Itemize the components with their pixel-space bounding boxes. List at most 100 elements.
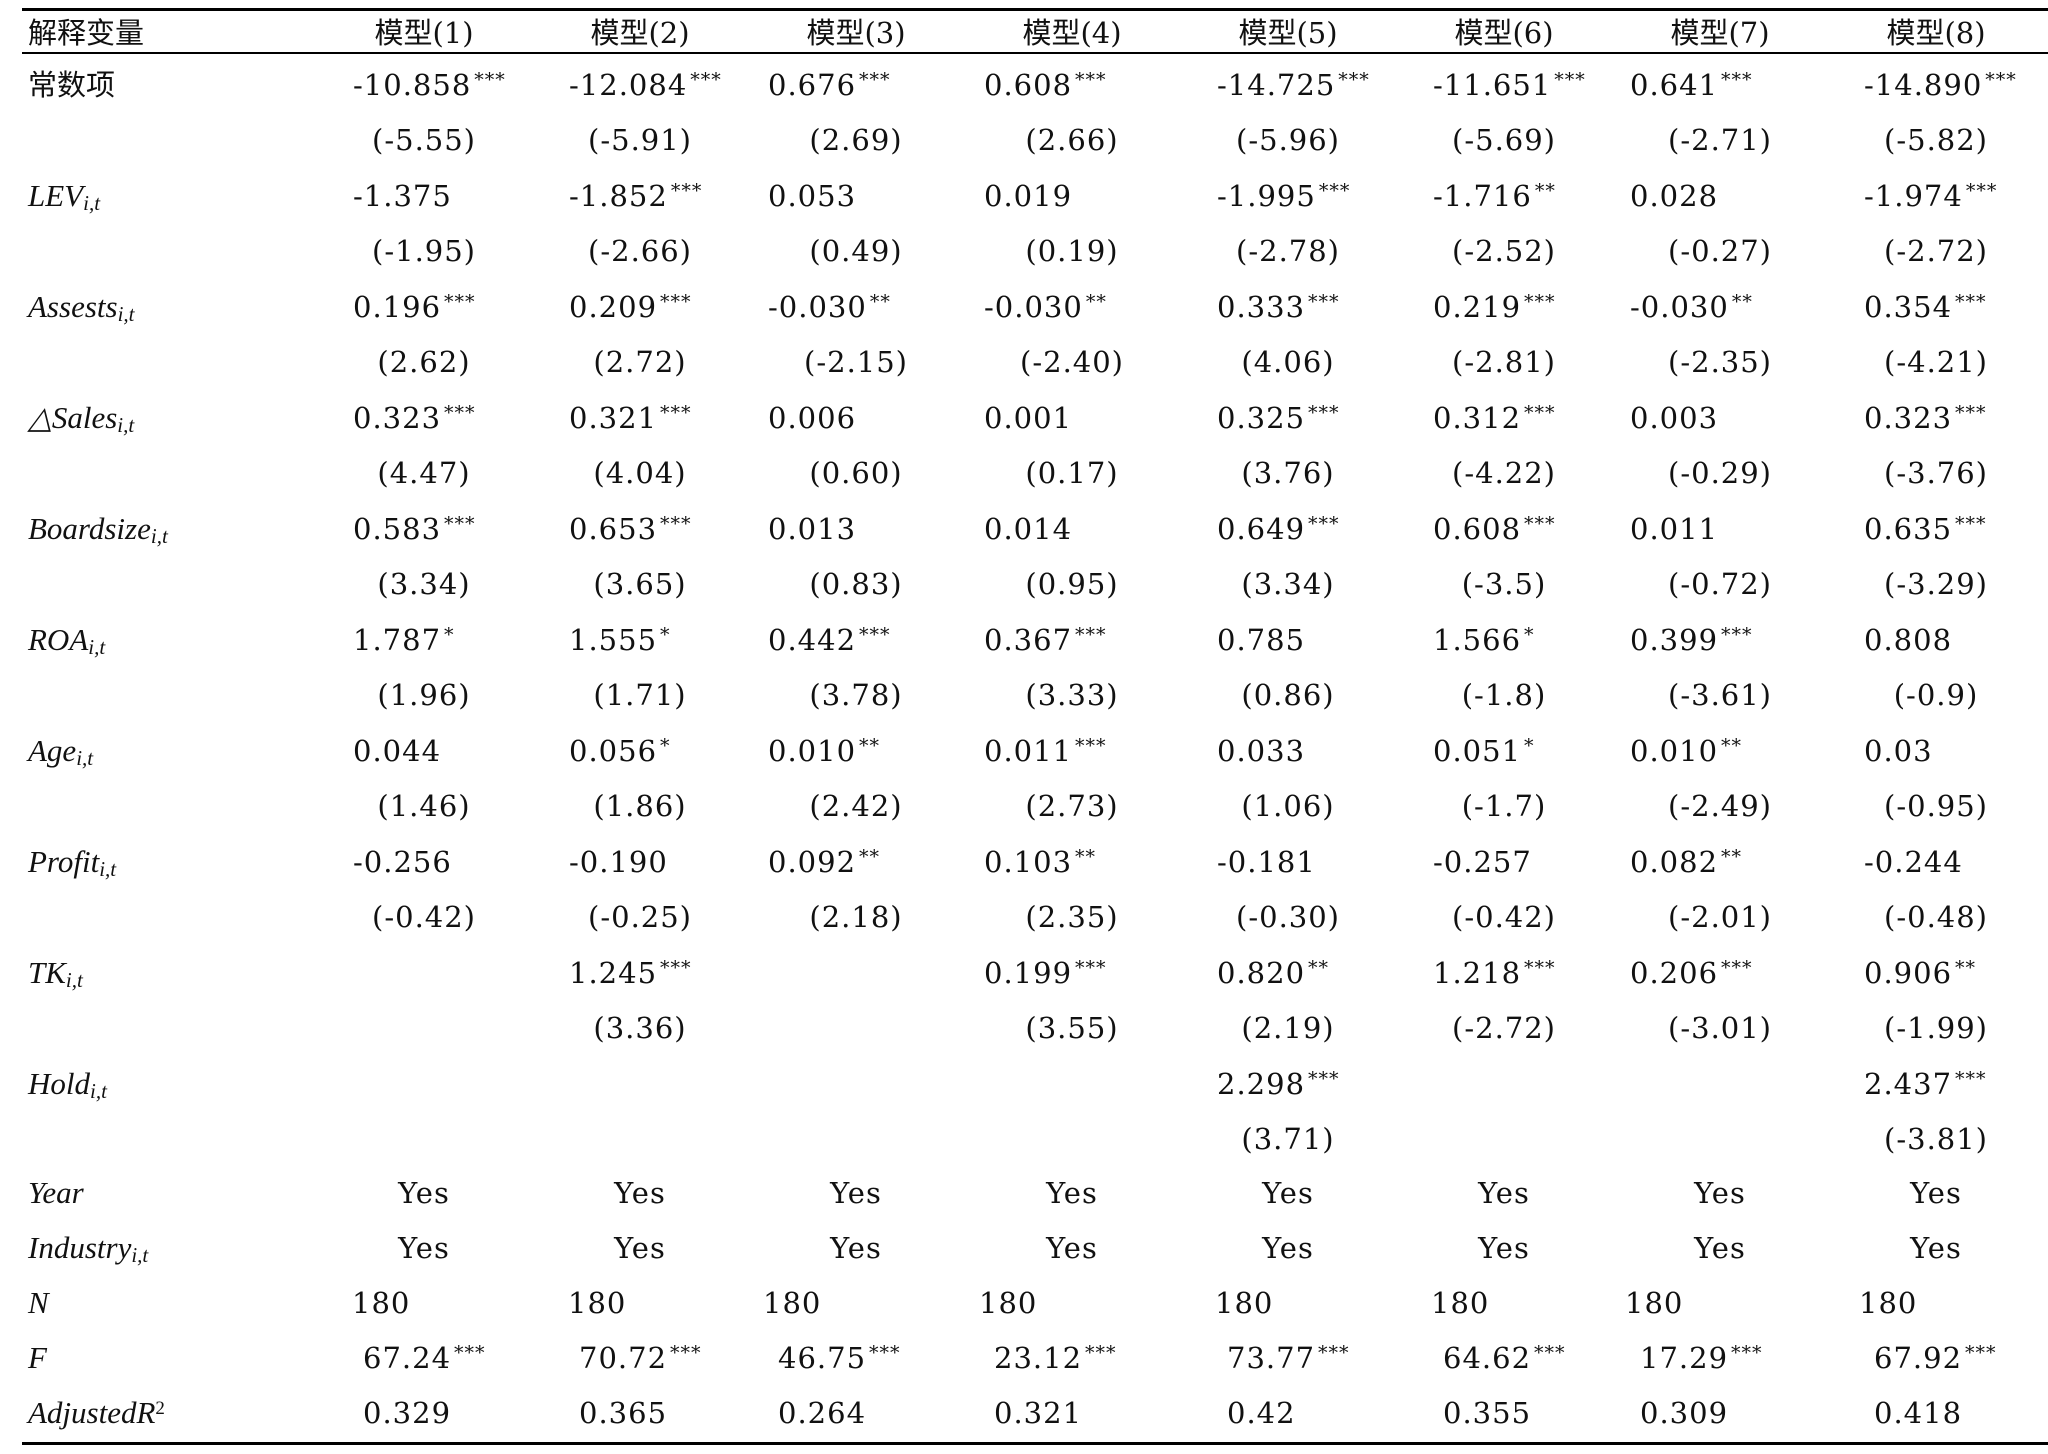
header-model-4: 模型(4): [1022, 16, 1122, 50]
header-model-1: 模型(1): [374, 16, 474, 50]
coefficient-cell: -10.858 ***: [353, 66, 553, 104]
coefficient-value: -0.030: [1630, 290, 1729, 324]
coefficient-value: 0.028: [1630, 179, 1719, 213]
significance-stars: *: [1524, 735, 1535, 757]
row-label: 常数项: [28, 66, 115, 104]
coefficient-cell: 0.785: [1217, 621, 1417, 659]
significance-stars: ***: [1524, 513, 1556, 535]
footer-value: 180: [763, 1284, 821, 1322]
footer-number: Yes: [830, 1231, 882, 1265]
coefficient-value: 0.635: [1864, 512, 1953, 546]
footer-value: 180: [1859, 1284, 1917, 1322]
coefficient-value: -0.257: [1433, 845, 1532, 879]
t-stat-cell: (-0.42): [372, 900, 476, 934]
t-stat-cell: (-3.76): [1884, 456, 1988, 490]
footer-number: 180: [1625, 1286, 1684, 1320]
coefficient-cell: 0.312 ***: [1433, 399, 1633, 437]
t-stat-cell: (0.60): [809, 456, 903, 490]
footer-label: AdjustedR2: [28, 1394, 165, 1432]
variable-subscript: i,t: [88, 635, 106, 659]
coefficient-cell: 0.019: [984, 177, 1184, 215]
coefficient-cell: 0.092 **: [768, 843, 968, 881]
coefficient-cell: 0.906 **: [1864, 954, 2048, 992]
row-label: Holdi,t: [28, 1065, 107, 1106]
footer-number: 0.355: [1443, 1396, 1532, 1430]
footer-number: Yes: [1910, 1176, 1962, 1210]
variable-subscript: i,t: [90, 1079, 107, 1103]
coefficient-cell: 0.321 ***: [569, 399, 769, 437]
footer-value: 180: [352, 1284, 410, 1322]
coefficient-cell: 0.676 ***: [768, 66, 968, 104]
footer-number: 180: [1215, 1286, 1274, 1320]
t-stat-cell: (-1.8): [1461, 678, 1547, 712]
coefficient-cell: 0.399 ***: [1630, 621, 1830, 659]
coefficient-value: -0.030: [768, 290, 867, 324]
t-stat-cell: (2.42): [809, 789, 903, 823]
coefficient-cell: 0.013: [768, 510, 968, 548]
t-stat-cell: (1.71): [593, 678, 687, 712]
t-stat-cell: (-5.69): [1452, 123, 1556, 157]
variable-name: Profit: [28, 844, 100, 879]
coefficient-value: -1.995: [1217, 179, 1316, 213]
footer-label: Industryi,t: [28, 1229, 148, 1270]
footer-value: 0.264: [778, 1394, 866, 1432]
significance-stars: ***: [660, 513, 692, 535]
t-stat-cell: (3.36): [593, 1011, 687, 1045]
variable-name: Age: [28, 733, 77, 768]
footer-number: 180: [1859, 1286, 1918, 1320]
coefficient-value: -1.852: [569, 179, 668, 213]
significance-stars: **: [1308, 957, 1330, 979]
footer-number: 0.264: [778, 1396, 867, 1430]
t-stat-cell: (3.34): [377, 567, 471, 601]
footer-number: Yes: [1694, 1231, 1746, 1265]
coefficient-value: 1.218: [1433, 956, 1522, 990]
coefficient-cell: 1.787 *: [353, 621, 553, 659]
coefficient-cell: 0.053: [768, 177, 968, 215]
coefficient-value: -14.890: [1864, 68, 1983, 102]
footer-number: Yes: [1910, 1231, 1962, 1265]
footer-number: 180: [568, 1286, 627, 1320]
t-stat-cell: (-2.72): [1452, 1011, 1556, 1045]
significance-stars: *: [444, 624, 455, 646]
significance-stars: ***: [660, 291, 692, 313]
footer-number: Yes: [1046, 1231, 1098, 1265]
coefficient-value: 0.044: [353, 734, 442, 768]
footer-value: 180: [1215, 1284, 1273, 1322]
coefficient-cell: -1.375: [353, 177, 553, 215]
coefficient-cell: 0.199 ***: [984, 954, 1184, 992]
significance-stars: ***: [670, 1342, 702, 1364]
t-stat-cell: (-1.99): [1884, 1011, 1988, 1045]
t-stat-cell: (0.17): [1025, 456, 1119, 490]
t-stat-cell: (-0.72): [1668, 567, 1772, 601]
significance-stars: ***: [1318, 1342, 1350, 1364]
t-stat-cell: (2.18): [809, 900, 903, 934]
t-stat-cell: (3.34): [1241, 567, 1335, 601]
coefficient-cell: 0.367 ***: [984, 621, 1184, 659]
variable-name: TK: [28, 955, 66, 990]
coefficient-value: -12.084: [569, 68, 688, 102]
t-stat-cell: (1.46): [377, 789, 471, 823]
significance-stars: ***: [1554, 69, 1586, 91]
coefficient-cell: 0.442 ***: [768, 621, 968, 659]
significance-stars: ***: [1308, 402, 1340, 424]
coefficient-value: 0.082: [1630, 845, 1719, 879]
t-stat-cell: (3.33): [1025, 678, 1119, 712]
coefficient-value: 0.676: [768, 68, 857, 102]
t-stat-cell: (2.19): [1241, 1011, 1335, 1045]
coefficient-cell: 1.555 *: [569, 621, 769, 659]
footer-number: 180: [352, 1286, 411, 1320]
footer-number: 0.309: [1640, 1396, 1729, 1430]
coefficient-cell: 0.808: [1864, 621, 2048, 659]
significance-stars: ***: [1524, 291, 1556, 313]
coefficient-value: 0.323: [353, 401, 442, 435]
footer-number: Yes: [1478, 1176, 1530, 1210]
footer-value: 46.75 ***: [778, 1339, 901, 1377]
t-stat-cell: (-2.01): [1668, 900, 1772, 934]
footer-value: 0.355: [1443, 1394, 1531, 1432]
coefficient-value: 0.321: [569, 401, 658, 435]
t-stat-cell: (3.78): [809, 678, 903, 712]
footer-value: Yes: [1910, 1174, 1962, 1212]
coefficient-value: 0.785: [1217, 623, 1306, 657]
footer-number: Yes: [1262, 1231, 1314, 1265]
t-stat-cell: (-2.78): [1236, 234, 1340, 268]
